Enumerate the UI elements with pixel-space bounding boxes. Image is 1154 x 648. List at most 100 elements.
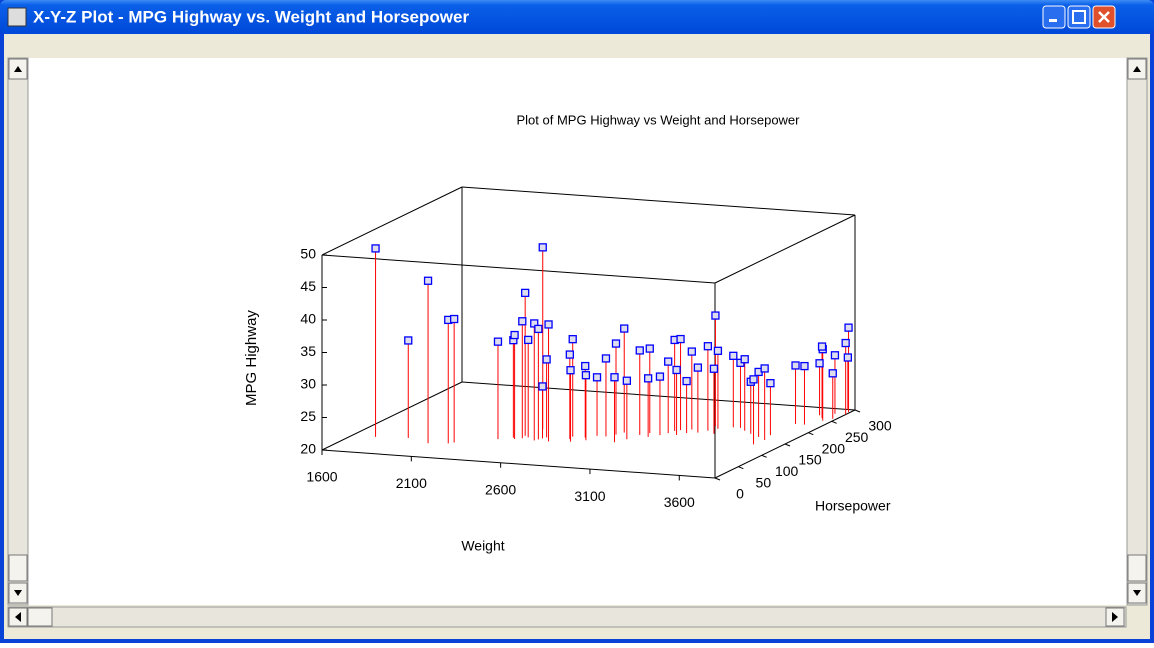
box-edge <box>321 186 463 256</box>
window-title: X-Y-Z Plot - MPG Highway vs. Weight and … <box>33 7 469 26</box>
x-tick-label: 1600 <box>306 469 337 485</box>
box-edge <box>461 381 856 411</box>
arrow <box>1133 590 1141 596</box>
point <box>693 363 703 372</box>
point <box>542 355 551 364</box>
z-tick-label: 35 <box>300 343 316 359</box>
y-tick <box>784 443 791 447</box>
point <box>729 351 738 360</box>
point <box>711 311 720 320</box>
arrow <box>1133 66 1141 72</box>
point <box>766 379 775 388</box>
maximize-glyph <box>1072 10 1086 24</box>
point <box>568 335 577 344</box>
point <box>635 346 644 355</box>
point <box>622 376 632 385</box>
arrow <box>14 590 22 596</box>
maximize-button[interactable] <box>1067 5 1091 29</box>
y-tick-label: 150 <box>798 452 822 468</box>
y-tick <box>738 466 744 470</box>
z-tick-label: 50 <box>300 246 316 262</box>
y-tick <box>714 477 721 481</box>
y-tick <box>854 409 861 413</box>
box-edge <box>461 186 856 216</box>
point <box>676 334 685 344</box>
point <box>703 342 713 351</box>
scroll-thumb[interactable] <box>8 554 28 582</box>
point <box>592 373 602 382</box>
z-tick-label: 45 <box>300 278 316 294</box>
point <box>544 320 553 329</box>
box-edge <box>321 381 463 451</box>
z-axis-title: MPG Highway <box>243 310 260 406</box>
y-tick-label: 200 <box>822 440 846 456</box>
right-scrollbar[interactable] <box>1126 57 1148 606</box>
point <box>709 364 719 373</box>
close-glyph <box>1098 11 1110 23</box>
z-tick-label: 30 <box>300 376 316 392</box>
point <box>538 382 547 391</box>
point <box>740 355 749 364</box>
scroll-thumb[interactable] <box>27 607 53 627</box>
point <box>423 276 433 285</box>
bottom-scrollbar[interactable] <box>7 606 1127 628</box>
point <box>664 357 673 366</box>
left-scrollbar[interactable] <box>7 57 29 606</box>
point <box>450 314 459 324</box>
point <box>844 323 853 332</box>
point <box>800 361 809 371</box>
arrow <box>14 66 22 72</box>
point <box>510 330 519 340</box>
z-tick-label: 40 <box>300 311 316 327</box>
scroll-thumb[interactable] <box>1127 554 1147 582</box>
minimize-glyph <box>1049 19 1057 22</box>
y-tick-label: 300 <box>868 418 892 434</box>
point <box>521 288 530 298</box>
point <box>713 346 723 355</box>
plot-pane <box>28 58 1127 605</box>
point <box>749 375 758 384</box>
point <box>518 317 527 326</box>
x-axis-title: Weight <box>461 538 504 554</box>
point <box>687 347 696 356</box>
box-edge <box>321 449 716 479</box>
x-tick-label: 2600 <box>485 481 516 497</box>
point <box>371 244 380 253</box>
point <box>682 376 691 386</box>
y-tick <box>761 454 767 458</box>
point <box>611 339 621 348</box>
y-tick-label: 250 <box>845 429 869 445</box>
chart-title: Plot of MPG Highway vs Weight and Horsep… <box>517 112 801 127</box>
point <box>841 338 850 348</box>
y-tick <box>808 432 814 436</box>
arrow <box>1112 612 1118 622</box>
arrow <box>15 612 21 622</box>
point <box>643 374 653 383</box>
point <box>601 354 611 363</box>
x-tick-label: 2100 <box>396 475 427 491</box>
y-tick-label: 50 <box>756 474 772 490</box>
z-tick-label: 20 <box>300 441 316 457</box>
y-tick-label: 100 <box>775 463 799 479</box>
point <box>843 353 853 362</box>
point <box>404 336 413 345</box>
app-icon <box>7 7 27 27</box>
minimize-button[interactable] <box>1042 5 1066 29</box>
title-bar <box>0 0 1154 34</box>
point <box>760 364 769 373</box>
point <box>815 359 824 368</box>
point <box>791 361 800 370</box>
point <box>610 373 619 382</box>
y-tick <box>831 420 837 424</box>
point <box>566 366 575 375</box>
y-axis-title: Horsepower <box>815 498 891 514</box>
point <box>620 324 629 333</box>
x-tick-label: 3600 <box>664 494 695 510</box>
y-tick-label: 0 <box>736 486 744 502</box>
x-tick-label: 3100 <box>574 488 605 504</box>
point <box>538 243 547 252</box>
z-tick-label: 25 <box>300 408 316 424</box>
point <box>830 351 840 360</box>
point <box>828 369 837 378</box>
